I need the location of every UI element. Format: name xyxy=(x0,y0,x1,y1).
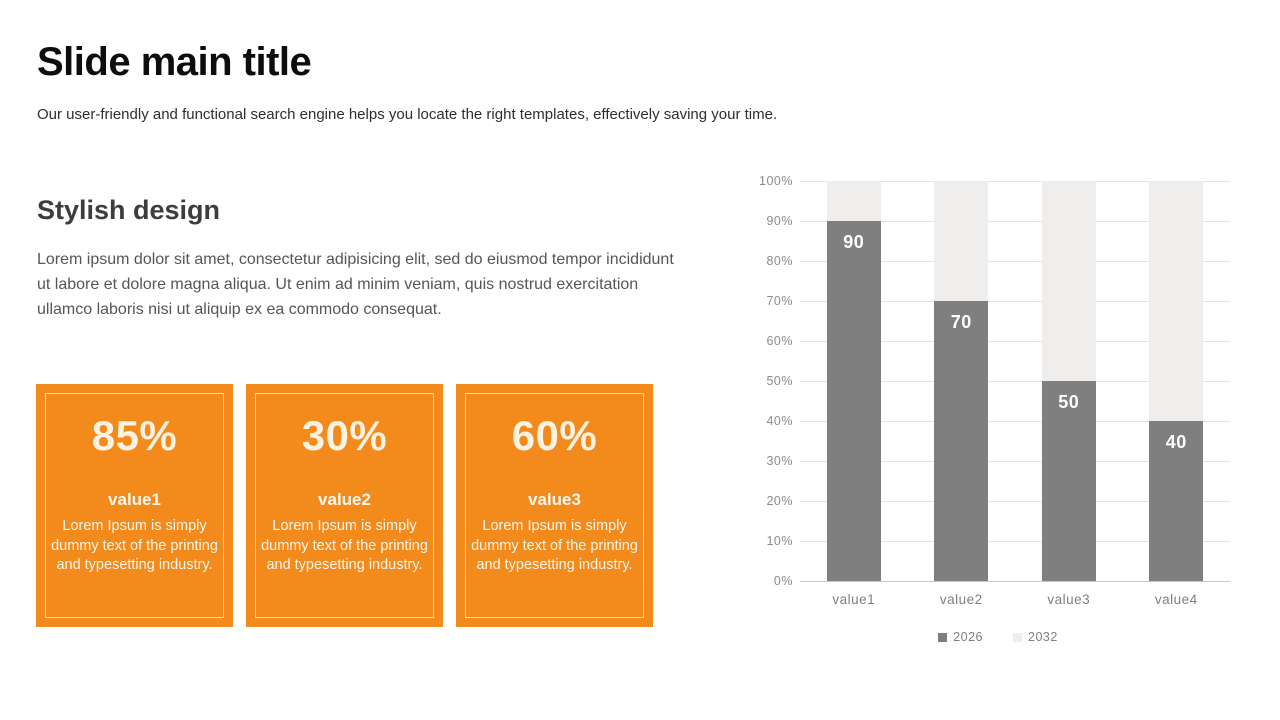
gridline xyxy=(800,501,1230,502)
gridline xyxy=(800,221,1230,222)
gridline xyxy=(800,341,1230,342)
y-axis-tick-label: 80% xyxy=(766,254,793,268)
bar-data-label: 90 xyxy=(843,232,865,252)
stat-card-value1: 85% value1 Lorem Ipsum is simply dummy t… xyxy=(36,384,233,627)
bar-segment-2032 xyxy=(1149,181,1204,421)
stat-card-value2: 30% value2 Lorem Ipsum is simply dummy t… xyxy=(246,384,443,627)
gridline xyxy=(800,541,1230,542)
bar-stack: 70 xyxy=(934,181,989,581)
bar-data-label: 70 xyxy=(950,312,972,332)
y-axis-tick-label: 0% xyxy=(773,574,793,588)
chart-plot-area: 90 70 50 40 xyxy=(800,181,1230,582)
x-axis-label: value3 xyxy=(1047,592,1091,607)
bar-slot-value2: 70 xyxy=(908,181,1016,581)
y-axis-tick-label: 10% xyxy=(766,534,793,548)
stat-label: value2 xyxy=(318,490,371,509)
bar-stack: 90 xyxy=(826,181,881,581)
bar-data-label: 40 xyxy=(1165,432,1187,452)
y-axis-tick-label: 20% xyxy=(766,494,793,508)
stat-label: value3 xyxy=(528,490,581,509)
slide-title: Slide main title xyxy=(37,40,312,84)
stat-cards-row: 85% value1 Lorem Ipsum is simply dummy t… xyxy=(36,384,653,627)
section-heading: Stylish design xyxy=(37,195,221,225)
bar-stack: 40 xyxy=(1149,181,1204,581)
legend-item-2026: 2026 xyxy=(938,630,983,644)
chart-bars: 90 70 50 40 xyxy=(800,181,1230,581)
bar-segment-2032 xyxy=(826,181,881,221)
y-axis-tick-label: 70% xyxy=(766,294,793,308)
x-axis-label: value4 xyxy=(1154,592,1198,607)
gridline xyxy=(800,261,1230,262)
stat-percent: 85% xyxy=(91,412,178,459)
x-axis-label: value2 xyxy=(939,592,983,607)
bar-segment-2026: 70 xyxy=(934,301,989,581)
x-axis-label: value1 xyxy=(832,592,876,607)
bar-segment-2026: 50 xyxy=(1041,381,1096,581)
bar-slot-value1: 90 xyxy=(800,181,908,581)
bar-segment-2026: 40 xyxy=(1149,421,1204,581)
gridline xyxy=(800,421,1230,422)
gridline xyxy=(800,461,1230,462)
gridline xyxy=(800,301,1230,302)
y-axis-tick-label: 40% xyxy=(766,414,793,428)
legend-item-2032: 2032 xyxy=(1013,630,1058,644)
stat-card-value3: 60% value3 Lorem Ipsum is simply dummy t… xyxy=(456,384,653,627)
section-body-text: Lorem ipsum dolor sit amet, consectetur … xyxy=(37,251,674,318)
stat-percent: 60% xyxy=(511,412,598,459)
y-axis-tick-label: 100% xyxy=(759,174,793,188)
y-axis-tick-label: 60% xyxy=(766,334,793,348)
bar-data-label: 50 xyxy=(1058,392,1080,412)
stat-percent: 30% xyxy=(301,412,388,459)
stacked-bar-chart: 90 70 50 40 value1 value2 value3 value4 2026 20… xyxy=(753,174,1230,661)
chart-x-axis-labels: value1 value2 value3 value4 xyxy=(800,592,1230,607)
bar-segment-2026: 90 xyxy=(826,221,881,581)
legend-label: 2026 xyxy=(953,630,983,644)
y-axis-tick-label: 30% xyxy=(766,454,793,468)
chart-legend: 2026 2032 xyxy=(783,630,1213,644)
stat-label: value1 xyxy=(108,490,161,509)
bar-stack: 50 xyxy=(1041,181,1096,581)
y-axis-tick-label: 50% xyxy=(766,374,793,388)
y-axis-tick-label: 90% xyxy=(766,214,793,228)
stat-description: Lorem Ipsum is simply dummy text of the … xyxy=(471,518,638,573)
legend-label: 2032 xyxy=(1028,630,1058,644)
slide-subtitle: Our user-friendly and functional search … xyxy=(37,106,778,123)
bar-segment-2032 xyxy=(1041,181,1096,381)
gridline xyxy=(800,181,1230,182)
legend-swatch-icon xyxy=(1013,632,1022,642)
gridline xyxy=(800,381,1230,382)
bar-slot-value3: 50 xyxy=(1015,181,1123,581)
bar-segment-2032 xyxy=(934,181,989,301)
legend-swatch-icon xyxy=(938,632,948,642)
gridline xyxy=(800,581,1230,582)
stat-description: Lorem Ipsum is simply dummy text of the … xyxy=(51,518,218,573)
bar-slot-value4: 40 xyxy=(1123,181,1231,581)
stat-description: Lorem Ipsum is simply dummy text of the … xyxy=(261,518,428,573)
